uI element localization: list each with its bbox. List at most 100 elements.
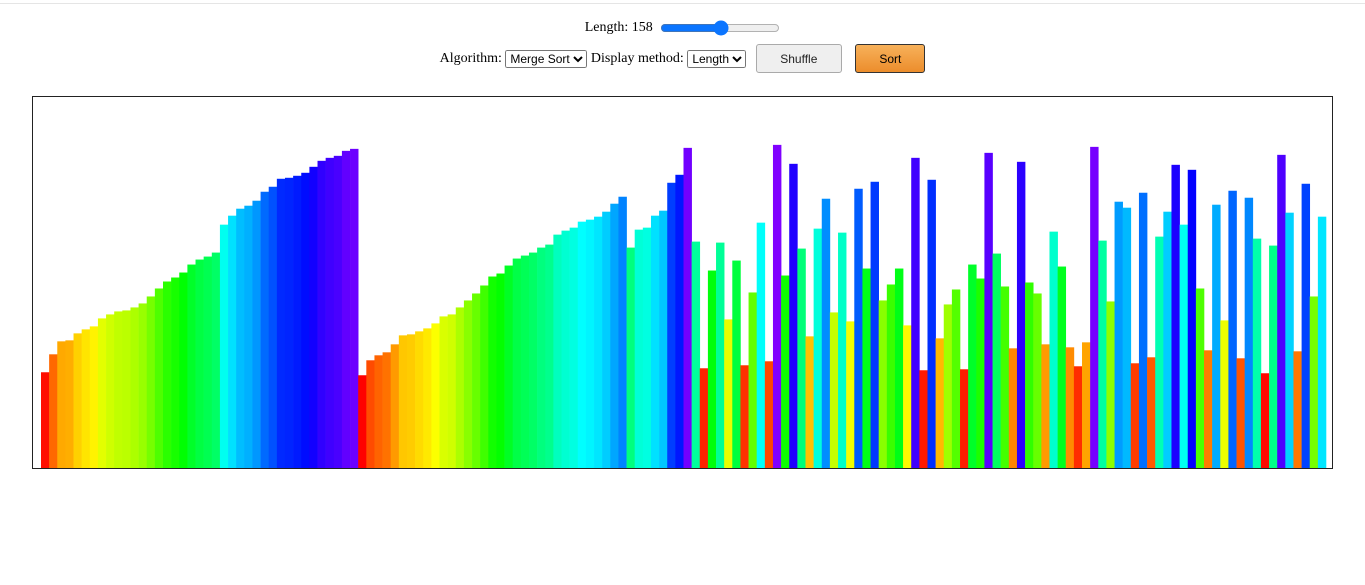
bar [1090, 146, 1099, 468]
bars [41, 144, 1327, 469]
bar [984, 152, 993, 468]
bar [537, 247, 546, 468]
control-row: Algorithm: Merge Sort Display method: Le… [0, 44, 1365, 76]
bar [325, 157, 335, 468]
bar [439, 316, 448, 468]
bar [1317, 216, 1327, 468]
bar [1228, 190, 1237, 468]
length-value: 158 [631, 20, 653, 35]
bar [358, 375, 367, 468]
bar [146, 296, 156, 468]
bar [659, 210, 668, 468]
bar [81, 329, 91, 468]
bar [602, 211, 611, 468]
bar [594, 216, 603, 468]
bar [97, 318, 107, 468]
bar [366, 360, 375, 468]
bar [1155, 236, 1164, 468]
bar [528, 252, 538, 468]
bar [838, 232, 847, 468]
bar [756, 222, 766, 468]
bar [406, 334, 416, 468]
bar [1016, 161, 1026, 469]
display-select[interactable]: Length [687, 49, 747, 68]
sort-button[interactable]: Sort [855, 44, 926, 74]
bar [390, 344, 400, 468]
bar [1000, 286, 1010, 468]
bar [691, 241, 701, 468]
bar [284, 177, 294, 468]
bar [585, 219, 595, 468]
bar [1008, 348, 1018, 468]
bar [805, 336, 814, 468]
bar [1179, 224, 1189, 468]
bar [211, 252, 221, 468]
bar [138, 303, 148, 468]
bar [1269, 245, 1278, 468]
bar [854, 188, 863, 468]
bar [333, 155, 343, 468]
bar [870, 181, 879, 468]
bar [748, 292, 757, 468]
bar [1236, 358, 1245, 468]
bar [219, 224, 229, 468]
bar [1114, 201, 1123, 468]
bar [919, 370, 928, 468]
bar [73, 333, 82, 468]
bar [724, 319, 733, 468]
bar [301, 172, 310, 468]
bar [447, 314, 457, 468]
bar [1065, 347, 1075, 468]
bar [577, 221, 587, 468]
bar [561, 230, 570, 468]
bar [1147, 357, 1156, 468]
bar [455, 307, 465, 468]
bar [935, 338, 945, 468]
bar [610, 203, 619, 468]
algorithm-select[interactable]: Merge Sort [505, 49, 588, 68]
bar [1082, 342, 1091, 468]
bar [89, 326, 99, 468]
bar [732, 260, 741, 468]
visualizer [32, 96, 1333, 469]
bar [976, 278, 985, 468]
bar [553, 234, 562, 468]
bar [480, 285, 489, 468]
bar [740, 365, 749, 468]
bar [114, 311, 123, 468]
bar [960, 369, 969, 468]
bar [472, 293, 481, 468]
bar [1309, 296, 1319, 468]
bar [309, 166, 318, 468]
bar [1244, 197, 1254, 468]
bar [1171, 164, 1180, 468]
display-label: Display method: [590, 51, 684, 66]
bar [463, 300, 473, 468]
shuffle-button[interactable]: Shuffle [755, 44, 842, 74]
divider [0, 3, 1365, 4]
bar [1041, 344, 1050, 468]
bar [968, 264, 977, 468]
length-slider[interactable] [660, 19, 781, 36]
bar [894, 268, 904, 468]
bar [341, 150, 351, 468]
bar [634, 229, 644, 468]
bar [862, 268, 871, 468]
bar [1138, 192, 1148, 468]
bar [707, 270, 717, 468]
bar [797, 248, 806, 468]
bar [317, 160, 326, 469]
bar [504, 265, 514, 468]
bar [382, 352, 392, 468]
bar [1098, 240, 1107, 468]
bar [943, 304, 953, 468]
bar [162, 281, 172, 468]
bar [106, 314, 115, 468]
bar [829, 312, 839, 468]
bar [130, 307, 139, 468]
bar [1285, 212, 1294, 468]
bar [951, 289, 961, 468]
bar [49, 354, 58, 468]
bar [683, 147, 692, 468]
